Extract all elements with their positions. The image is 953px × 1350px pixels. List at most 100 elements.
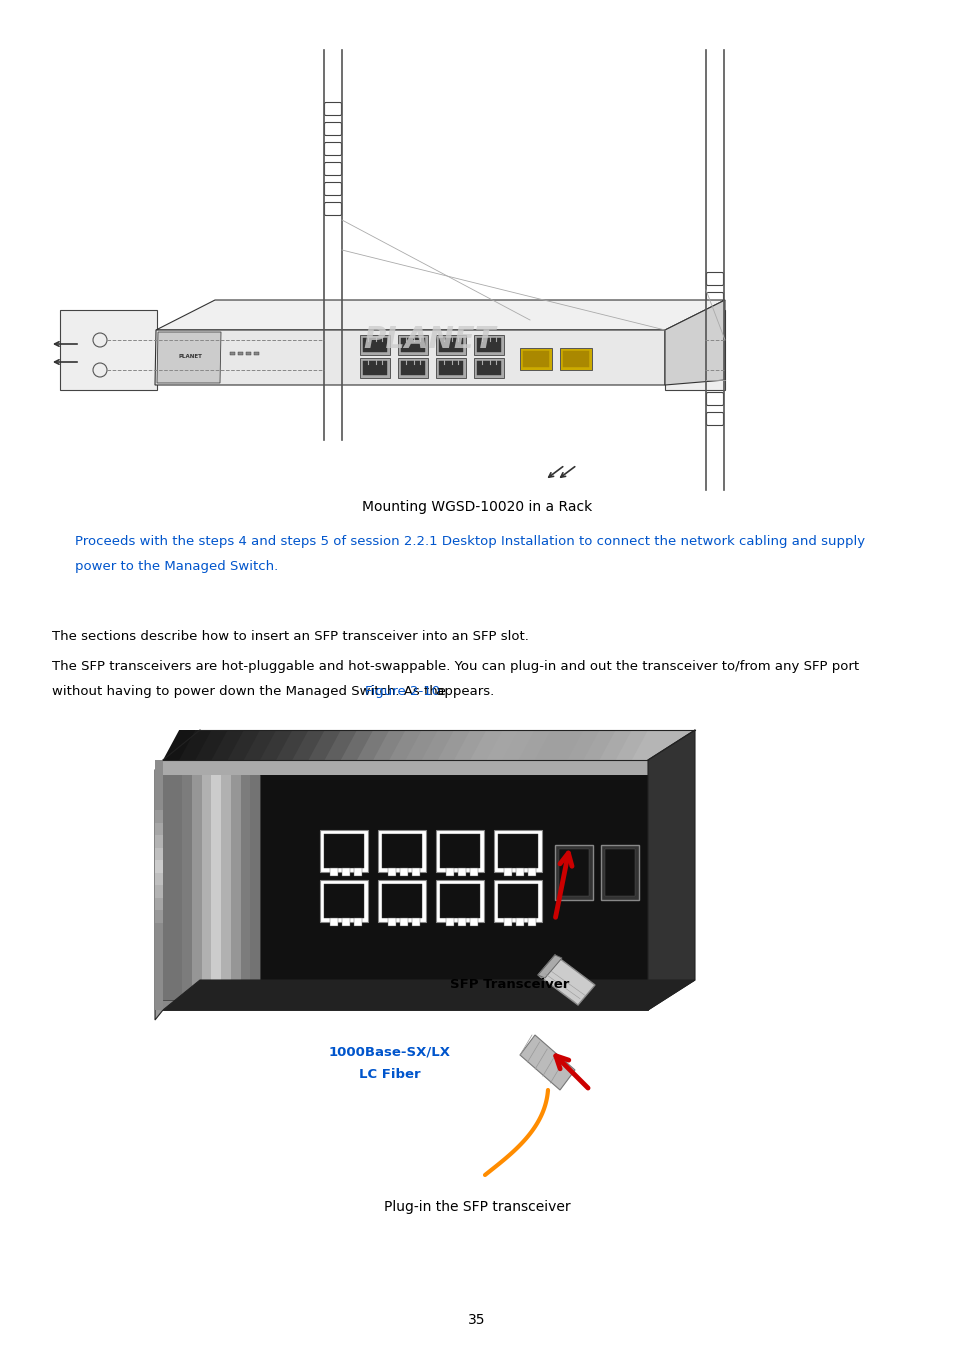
Polygon shape [154,872,163,886]
FancyBboxPatch shape [706,373,722,386]
Bar [246,352,251,355]
Polygon shape [250,775,260,1000]
Text: SFP Transceiver: SFP Transceiver [450,979,569,991]
Polygon shape [212,730,266,760]
Bar [503,868,512,876]
Bar [341,918,350,926]
Polygon shape [157,332,221,383]
Bar [474,335,503,355]
Polygon shape [340,730,397,760]
Bar [377,830,426,872]
Polygon shape [212,775,221,1000]
Bar [400,338,424,352]
Polygon shape [470,730,530,760]
Bar [397,358,428,378]
Polygon shape [154,760,163,772]
Bar [230,352,234,355]
Bar [439,834,479,868]
Bar [397,335,428,355]
Polygon shape [615,730,678,760]
Bar [412,918,419,926]
Bar [377,880,426,922]
FancyBboxPatch shape [706,393,722,405]
Bar [436,830,483,872]
Bar [253,352,258,355]
FancyBboxPatch shape [324,123,341,135]
Polygon shape [389,730,447,760]
Polygon shape [535,730,596,760]
Bar [457,918,465,926]
Polygon shape [154,760,163,1021]
Text: 1000Base-SX/LX: 1000Base-SX/LX [329,1045,451,1058]
Bar [399,918,408,926]
Polygon shape [154,922,163,936]
Polygon shape [502,730,562,760]
Polygon shape [202,775,212,1000]
Polygon shape [172,775,182,1000]
Polygon shape [163,1000,647,1010]
Bar [600,845,639,900]
FancyBboxPatch shape [706,332,722,346]
Bar [363,338,387,352]
Polygon shape [154,998,163,1010]
Polygon shape [231,775,240,1000]
Text: 35: 35 [468,1314,485,1327]
Bar [664,310,724,390]
Polygon shape [163,730,216,760]
Polygon shape [163,775,260,1000]
Bar [527,918,536,926]
Text: The SFP transceivers are hot-pluggable and hot-swappable. You can plug-in and ou: The SFP transceivers are hot-pluggable a… [52,660,859,674]
Polygon shape [582,730,645,760]
Bar [400,360,424,375]
Polygon shape [154,986,163,998]
Text: Plug-in the SFP transceiver: Plug-in the SFP transceiver [383,1200,570,1214]
FancyBboxPatch shape [706,312,722,325]
Polygon shape [421,730,480,760]
Bar [470,868,477,876]
Bar [474,358,503,378]
Polygon shape [154,810,163,822]
Polygon shape [221,775,231,1000]
Polygon shape [437,730,497,760]
Polygon shape [154,886,163,898]
Bar [237,352,243,355]
Polygon shape [567,730,628,760]
Polygon shape [275,730,332,760]
Bar [516,918,523,926]
Bar [446,868,454,876]
Text: The sections describe how to insert an SFP transceiver into an SFP slot.: The sections describe how to insert an S… [52,630,528,643]
Bar [412,868,419,876]
Bar [354,918,361,926]
Polygon shape [244,730,298,760]
Polygon shape [154,898,163,910]
Polygon shape [454,730,513,760]
Polygon shape [537,954,561,977]
Polygon shape [647,730,695,1010]
Bar [388,918,395,926]
Polygon shape [486,730,546,760]
Polygon shape [598,730,661,760]
Polygon shape [518,730,578,760]
Bar [319,880,368,922]
Polygon shape [373,730,431,760]
Polygon shape [163,760,647,1010]
FancyBboxPatch shape [324,143,341,155]
Bar [494,880,541,922]
Bar [527,868,536,876]
FancyBboxPatch shape [706,273,722,285]
FancyBboxPatch shape [706,352,722,366]
Polygon shape [154,860,163,872]
Polygon shape [154,910,163,922]
Text: Mounting WGSD-10020 in a Rack: Mounting WGSD-10020 in a Rack [361,500,592,514]
Bar [399,868,408,876]
Bar [324,834,364,868]
Polygon shape [154,936,163,948]
Polygon shape [519,1035,575,1089]
Polygon shape [154,836,163,848]
Polygon shape [154,329,664,385]
Bar [446,918,454,926]
Polygon shape [163,775,172,1000]
Bar [354,868,361,876]
Bar [470,918,477,926]
Polygon shape [405,730,463,760]
